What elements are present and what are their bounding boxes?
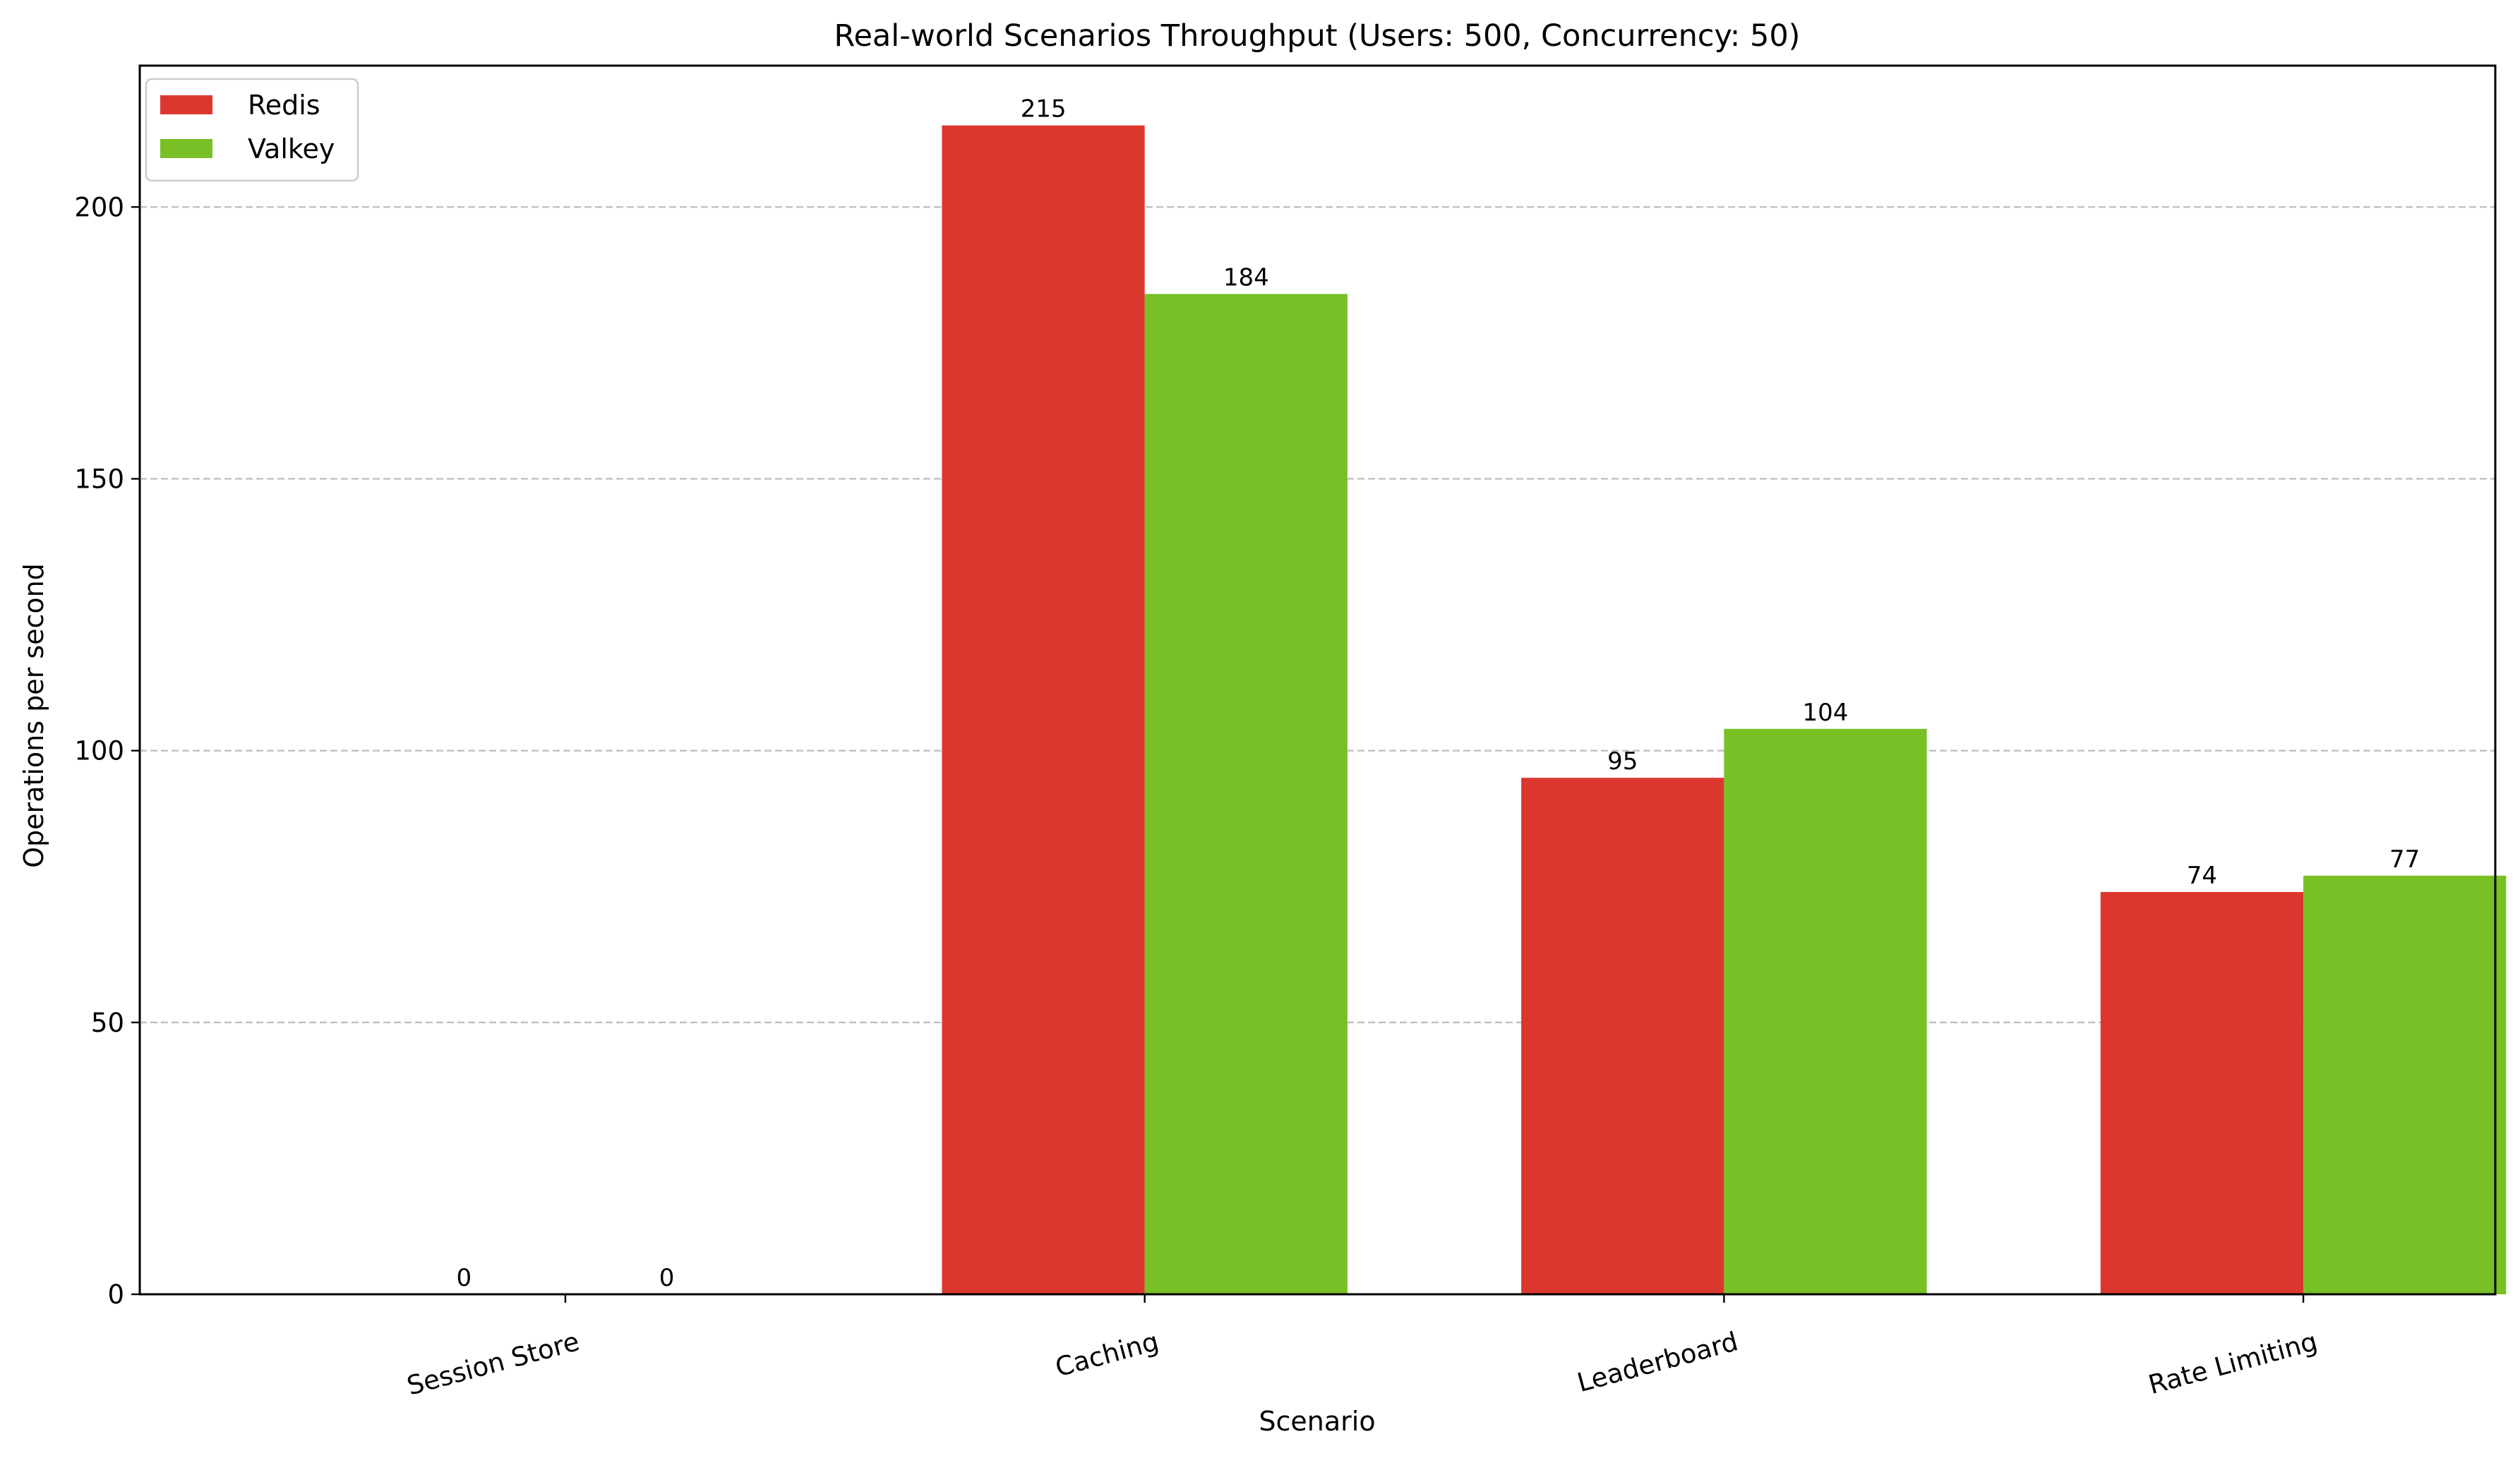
data-label-redis: 74 (2187, 862, 2217, 890)
chart-title: Real-world Scenarios Throughput (Users: … (834, 18, 1801, 54)
y-axis-label: Operations per second (18, 563, 49, 868)
bar-valkey (2303, 875, 2507, 1294)
bar-redis (2100, 891, 2304, 1294)
y-tick-label: 100 (74, 736, 124, 766)
bar-valkey (1724, 728, 1927, 1294)
y-tick-label: 50 (91, 1008, 124, 1038)
y-tick-label: 0 (107, 1279, 124, 1310)
data-label-valkey: 0 (659, 1264, 675, 1292)
data-label-valkey: 104 (1803, 699, 1849, 727)
y-tick-label: 150 (74, 464, 124, 494)
bar-valkey (1144, 294, 1348, 1294)
legend-label-valkey: Valkey (248, 133, 335, 164)
legend: Redis Valkey (145, 78, 359, 182)
data-label-redis: 215 (1021, 95, 1067, 123)
data-label-redis: 0 (456, 1264, 472, 1292)
data-label-valkey: 184 (1223, 264, 1269, 292)
data-label-valkey: 77 (2389, 845, 2420, 874)
y-tick-label: 200 (74, 192, 124, 222)
bar-redis (942, 125, 1145, 1295)
legend-swatch-redis (160, 95, 212, 114)
x-axis-label: Scenario (1259, 1406, 1375, 1437)
legend-swatch-valkey (160, 139, 212, 158)
y-axis-ticks: 0 50 100 150 200 (74, 192, 140, 1310)
legend-label-redis: Redis (248, 90, 320, 121)
data-labels: 0 0 215 184 95 104 74 77 (456, 95, 2420, 1292)
plot-frame (138, 64, 2497, 1296)
bar-redis (1521, 778, 1724, 1294)
data-label-redis: 95 (1607, 747, 1638, 776)
bars (942, 125, 2507, 1295)
